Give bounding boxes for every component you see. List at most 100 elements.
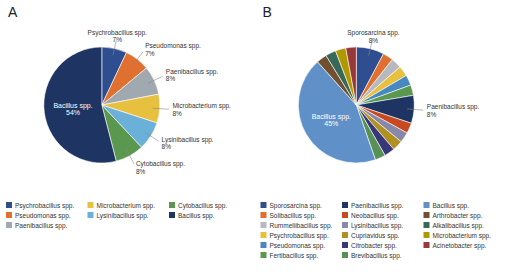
pie-slice (336, 48, 357, 105)
legend-swatch (169, 212, 175, 218)
leader-line (126, 150, 134, 164)
legend-item: Arthrobacter spp. (424, 212, 483, 220)
legend-item: Solibacillus spp. (261, 212, 317, 220)
legend-label: Microbacterium spp. (97, 202, 156, 210)
legend-label: Microbacterium spp. (433, 232, 492, 240)
data-label: 54% (66, 109, 80, 116)
legend-swatch (88, 212, 94, 218)
legend-swatch (261, 252, 267, 258)
legend-item: Bacillus spp. (169, 212, 215, 220)
legend-item: Bacillus spp. (424, 202, 470, 210)
legend-swatch (424, 202, 430, 208)
data-label: 8% (427, 111, 437, 118)
legend-label: Rummeliibacillus spp. (270, 222, 333, 230)
legend-swatch (342, 252, 348, 258)
legend-swatch (261, 202, 267, 208)
data-label: 8% (166, 75, 176, 82)
legend-item: Fertibacillus spp. (261, 252, 319, 260)
chart-title: B (263, 4, 272, 20)
legend-label: Psychrobacillus spp. (270, 232, 329, 240)
leader-line (148, 76, 163, 83)
legend-label: Sporosarcina spp. (270, 202, 323, 210)
legend-label: Neobacillus spp. (351, 212, 399, 220)
legend-item: Paenibacillus spp. (6, 222, 68, 230)
legend-item: Psychrobacillus spp. (261, 232, 329, 240)
legend-label: Solibacillus spp. (270, 212, 317, 220)
data-label: 8% (136, 168, 146, 175)
legend-label: Paenibacillus spp. (15, 222, 68, 230)
data-label: 45% (324, 120, 338, 127)
legend-label: Fertibacillus spp. (270, 252, 319, 260)
legend-item: Sporosarcina spp. (261, 202, 323, 210)
legend-swatch (342, 222, 348, 228)
leader-line (407, 109, 423, 110)
data-labels: Sporosarcina spp.8%Paenibacillus spp.8%B… (312, 29, 480, 127)
legend-label: Bacillus spp. (433, 202, 470, 210)
legend-item: Citrobacter spp. (342, 242, 397, 250)
legend-swatch (261, 242, 267, 248)
legend-swatch (342, 212, 348, 218)
legend-item: Psychrobacillus spp. (6, 202, 74, 210)
legend-swatch (342, 242, 348, 248)
legend-item: Neobacillus spp. (342, 212, 399, 220)
legend-label: Cupriavidus spp. (351, 232, 400, 240)
legend-label: Pseudomonas spp. (270, 242, 326, 250)
data-label: 8% (162, 143, 172, 150)
legend-item: Cytobacillus spp. (169, 202, 227, 210)
legend-label: Arthrobacter spp. (433, 212, 483, 220)
legend-swatch (6, 202, 12, 208)
legend-label: Acinetobacter spp. (433, 242, 487, 250)
legend-swatch (424, 232, 430, 238)
legend-item: Paenibacillus spp. (342, 202, 404, 210)
legend-swatch (342, 232, 348, 238)
legend-swatch (261, 222, 267, 228)
legend-swatch (6, 212, 12, 218)
data-label: 8% (369, 37, 379, 44)
data-label: 7% (145, 50, 155, 57)
legend-label: Paenibacillus spp. (351, 202, 404, 210)
pie-slice (44, 47, 116, 163)
legend-item: Pseudomonas spp. (6, 212, 71, 220)
legend-label: Lysinibacillus spp. (97, 212, 149, 220)
legend-swatch (261, 212, 267, 218)
legend-label: Citrobacter spp. (351, 242, 397, 250)
pie: Psychrobacillus spp.7%Pseudomonas spp.7%… (44, 29, 231, 175)
legend-label: Pseudomonas spp. (15, 212, 71, 220)
legend-item: Pseudomonas spp. (261, 242, 326, 250)
data-label: 7% (113, 36, 123, 43)
pie: Sporosarcina spp.8%Paenibacillus spp.8%B… (298, 29, 479, 163)
legend-swatch (88, 202, 94, 208)
legend-item: Microbacterium spp. (88, 202, 156, 210)
legend-label: Psychrobacillus spp. (15, 202, 74, 210)
pie-panel: APsychrobacillus spp.7%Pseudomonas spp.7… (6, 4, 231, 230)
legend-item: Lysinibacillus spp. (342, 222, 403, 230)
legend-item: Cupriavidus spp. (342, 232, 400, 240)
legend: Sporosarcina spp. Solibacillus spp. Rummel… (261, 202, 492, 260)
legend-swatch (342, 202, 348, 208)
data-labels: Psychrobacillus spp.7%Pseudomonas spp.7%… (53, 29, 231, 175)
leader-line (133, 52, 143, 65)
legend-item: Microbacterium spp. (424, 232, 492, 240)
legend-item: Acinetobacter spp. (424, 242, 487, 250)
pie-slice (346, 47, 357, 105)
legend-item: Rummeliibacillus spp. (261, 222, 333, 230)
legend-label: Lysinibacillus spp. (351, 222, 403, 230)
legend-label: Bacillus spp. (178, 212, 215, 220)
legend: Psychrobacillus spp. Pseudomonas spp. Paen… (6, 202, 227, 230)
legend-label: Brevibacillus spp. (351, 252, 402, 260)
legend-swatch (169, 202, 175, 208)
legend-swatch (6, 222, 12, 228)
legend-swatch (424, 212, 430, 218)
data-label: 8% (172, 110, 182, 117)
leader-line (153, 108, 169, 109)
legend-swatch (424, 222, 430, 228)
legend-swatch (424, 242, 430, 248)
legend-item: Brevibacillus spp. (342, 252, 402, 260)
legend-item: Lysinibacillus spp. (88, 212, 149, 220)
legend-label: Cytobacillus spp. (178, 202, 227, 210)
chart-root: APsychrobacillus spp.7%Pseudomonas spp.7… (0, 0, 509, 276)
pie-panel: BSporosarcina spp.8%Paenibacillus spp.8%… (261, 4, 492, 260)
legend-label: Alkalibacillus spp. (433, 222, 484, 230)
leader-line (145, 132, 159, 141)
legend-item: Alkalibacillus spp. (424, 222, 484, 230)
